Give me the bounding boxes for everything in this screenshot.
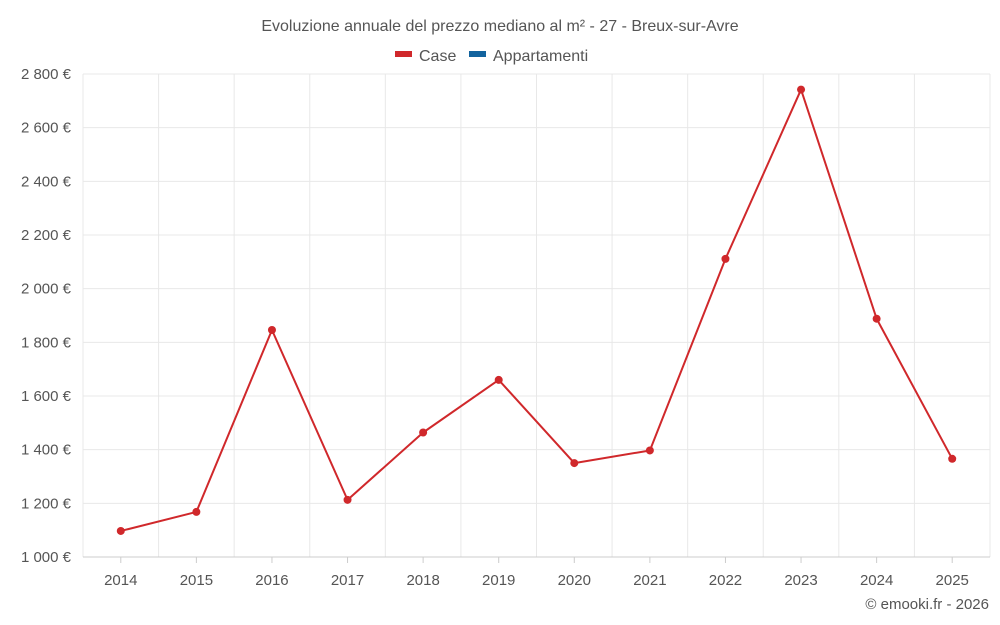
x-axis: 2014 2015 2016 2017 2018 2019 2020 2021 2022 2023… (83, 556, 990, 589)
data-point[interactable] (721, 254, 730, 263)
y-tick-label: 1 600 € (21, 388, 72, 405)
x-tick-label: 2016 (255, 572, 288, 589)
data-point[interactable] (419, 428, 428, 437)
legend-label-case: Case (419, 48, 456, 65)
legend: Case Appartamenti (395, 48, 588, 65)
credit-text: © emooki.fr - 2026 (865, 596, 989, 613)
y-tick-label: 2 600 € (21, 120, 72, 137)
y-tick-label: 2 200 € (21, 227, 72, 244)
x-tick-label: 2015 (180, 572, 213, 589)
legend-label-appartamenti: Appartamenti (493, 48, 588, 65)
data-point[interactable] (192, 507, 201, 516)
legend-item-case[interactable]: Case (395, 48, 456, 65)
y-tick-label: 1 800 € (21, 334, 72, 351)
y-tick-label: 2 000 € (21, 281, 72, 298)
data-point[interactable] (797, 85, 806, 94)
x-tick-label: 2024 (860, 572, 893, 589)
y-tick-label: 1 200 € (21, 495, 72, 512)
x-tick-label: 2020 (558, 572, 591, 589)
y-tick-label: 1 000 € (21, 549, 72, 566)
legend-swatch-case (395, 51, 412, 57)
x-tick-label: 2022 (709, 572, 742, 589)
x-tick-label: 2025 (936, 572, 969, 589)
y-axis: 1 000 € 1 200 € 1 400 € 1 600 € 1 800 € 2 000… (21, 66, 72, 566)
chart-title: Evoluzione annuale del prezzo mediano al… (261, 18, 738, 35)
x-tick-label: 2017 (331, 572, 364, 589)
y-tick-label: 2 800 € (21, 66, 72, 83)
x-tick-label: 2019 (482, 572, 515, 589)
series-case (116, 85, 957, 535)
series-line-case (120, 88, 954, 532)
x-tick-label: 2018 (406, 572, 439, 589)
data-point[interactable] (948, 454, 957, 463)
x-tick-label: 2021 (633, 572, 666, 589)
data-point[interactable] (570, 459, 579, 468)
data-point[interactable] (494, 375, 503, 384)
data-point[interactable] (343, 495, 352, 504)
y-tick-label: 2 400 € (21, 173, 72, 190)
data-point[interactable] (116, 526, 125, 535)
x-tick-label: 2023 (784, 572, 817, 589)
legend-item-appartamenti[interactable]: Appartamenti (469, 48, 588, 65)
data-point[interactable] (267, 325, 276, 334)
grid (82, 73, 991, 558)
y-tick-label: 1 400 € (21, 442, 72, 459)
data-point[interactable] (872, 314, 881, 323)
data-point[interactable] (645, 446, 654, 455)
legend-swatch-appartamenti (469, 51, 486, 57)
x-tick-label: 2014 (104, 572, 137, 589)
